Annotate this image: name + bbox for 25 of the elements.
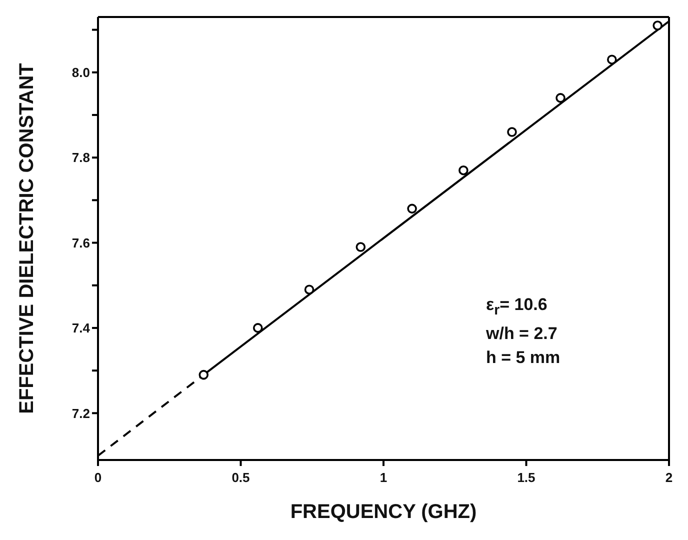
point [198, 370, 209, 380]
point [607, 54, 617, 64]
annotation: ε$_{r}$= 10.6 [486, 294, 548, 320]
point [407, 204, 417, 214]
annotation: h = 5 mm [486, 347, 560, 370]
x-tick-label: 0.5 [232, 470, 250, 485]
y-tick-label: 8.0 [72, 64, 90, 80]
point [458, 165, 468, 176]
y-tick-label: 7.8 [72, 150, 90, 166]
point [507, 127, 517, 137]
x-tick-label: 1.5 [517, 470, 536, 485]
x-tick-label: 2 [665, 470, 673, 485]
point [356, 242, 366, 252]
x-tick-label: 0 [94, 470, 102, 485]
point [252, 323, 263, 333]
y-axis-title: EFFECTIVE DIELECTRIC CONSTANT [16, 63, 38, 414]
point [652, 20, 662, 30]
annotation: w/h = 2.7 [486, 323, 558, 346]
y-tick-label: 7.2 [72, 406, 90, 421]
point [304, 284, 314, 295]
y-tick-label: 7.4 [72, 320, 91, 336]
x-tick-label: 1 [380, 470, 388, 485]
x-axis-title: FREQUENCY (GHZ) [290, 501, 477, 523]
point [556, 93, 566, 103]
y-tick-label: 7.6 [72, 235, 90, 250]
